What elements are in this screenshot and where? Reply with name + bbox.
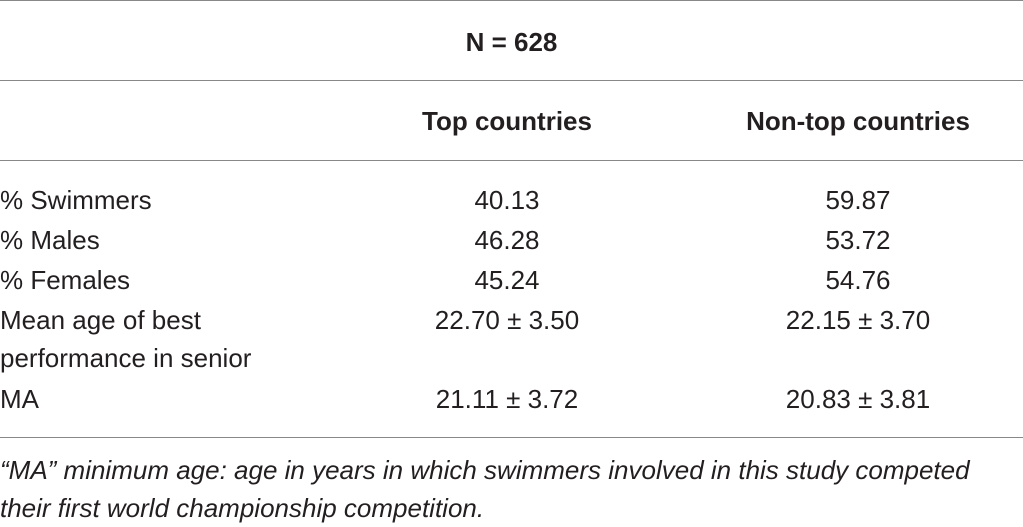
row-label: Mean age of best performance in senior (0, 305, 252, 373)
rule (0, 0, 1023, 1)
cell: 53.72 (825, 225, 891, 255)
cell: 22.15 ± 3.70 (785, 305, 931, 335)
cell: 46.28 (474, 225, 540, 255)
cell: 20.83 ± 3.81 (785, 384, 931, 414)
table-title: N = 628 (465, 27, 558, 57)
cell: 45.24 (474, 265, 540, 295)
footnote: “MA” minimum age: age in years in which … (0, 455, 970, 523)
rule (0, 437, 1023, 438)
rule (0, 160, 1023, 161)
column-header: Top countries (422, 106, 592, 136)
row-label: % Males (0, 225, 100, 255)
row-label: % Swimmers (0, 185, 152, 215)
row-label: % Females (0, 265, 131, 295)
column-header: Non-top countries (746, 106, 970, 136)
row-label: MA (0, 384, 39, 414)
cell: 21.11 ± 3.72 (435, 384, 579, 414)
cell: 59.87 (825, 185, 891, 215)
rule (0, 80, 1023, 81)
cell: 22.70 ± 3.50 (434, 305, 580, 335)
cell: 40.13 (474, 185, 540, 215)
cell: 54.76 (825, 265, 891, 295)
